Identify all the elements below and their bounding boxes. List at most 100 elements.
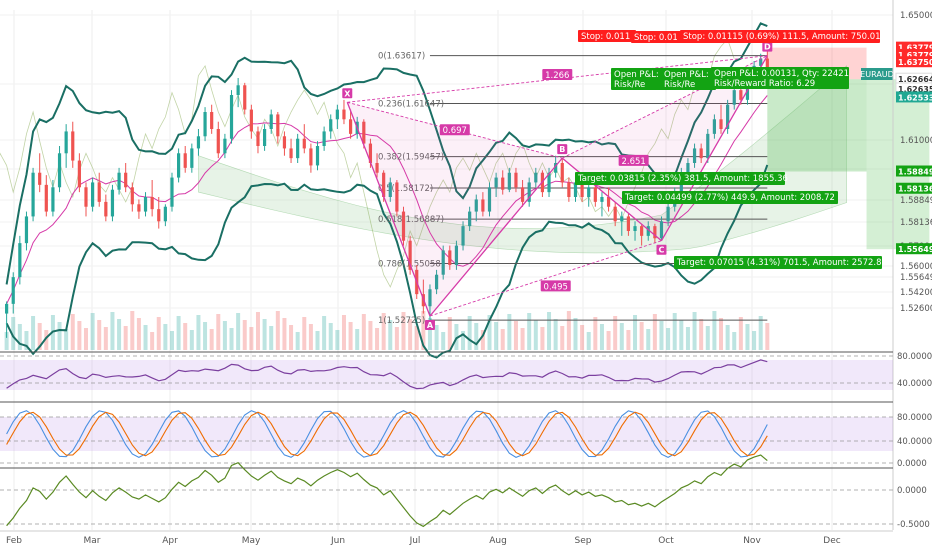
volume-bar: [249, 327, 254, 350]
volume-bar: [560, 326, 565, 350]
stoch-k-line: [6, 409, 768, 459]
candle-body: [5, 303, 9, 314]
price-label-box: [896, 56, 932, 68]
candle-body: [276, 114, 280, 137]
pattern-ratio-box: [540, 280, 571, 292]
volume-bar: [646, 329, 651, 350]
candle-body: [348, 119, 353, 134]
candle-body: [468, 211, 472, 227]
volume-bar: [315, 331, 320, 350]
candle-body: [388, 182, 392, 197]
target-label-3[interactable]: Target: 0.07015 (4.31%) 701.5, Amount: 2…: [674, 256, 887, 269]
candle-body: [223, 138, 227, 154]
candle-body: [368, 143, 373, 163]
volume-bar: [758, 316, 763, 350]
volume-bar: [606, 331, 611, 350]
candle-body: [110, 189, 115, 217]
candle-body: [38, 172, 42, 185]
month-tick-label: Dec: [823, 536, 840, 546]
volume-bar: [573, 318, 578, 350]
fib-level-label: 0.5(1.58172): [378, 184, 433, 194]
symbol-tag: [861, 68, 893, 80]
candle-body: [315, 146, 320, 166]
volume-bar: [236, 313, 241, 350]
volume-bar: [57, 322, 62, 350]
candle-body: [554, 163, 558, 173]
price-label-text: 1.58849: [898, 168, 932, 177]
volume-bar: [461, 331, 466, 350]
pattern-point-label: C: [659, 246, 665, 255]
month-tick-label: Aug: [489, 536, 507, 546]
candle-body: [600, 197, 604, 202]
volume-bar: [289, 325, 294, 350]
volume-bar: [599, 324, 604, 350]
price-tick-label: 1.56000: [900, 262, 932, 272]
candle-body: [302, 138, 306, 149]
open-pl-label-2[interactable]: Open P&L:Risk/Re: [661, 68, 716, 90]
stop-label-1[interactable]: Stop: 0.011: [578, 30, 636, 42]
volume-bar: [209, 329, 214, 350]
volume-bar: [580, 325, 585, 350]
open-pl-label-1[interactable]: Open P&L:Risk/Re: [611, 68, 666, 90]
volume-bar: [110, 312, 115, 350]
price-label-box: [896, 41, 932, 53]
volume-bar: [447, 317, 452, 350]
rsi-pane-tick-label: 80.0000: [897, 352, 932, 362]
target-label-1[interactable]: Target: 0.03815 (2.35%) 381.5, Amount: 1…: [575, 172, 788, 185]
volume-bar: [17, 324, 22, 350]
price-label-text: 1.63779: [898, 44, 932, 53]
volume-bar: [513, 321, 518, 350]
volume-bar: [117, 319, 122, 350]
candle-body: [329, 119, 333, 132]
fib-level-label: 0(1.63617): [378, 52, 425, 62]
target-zone-1: [767, 79, 867, 172]
volume-bar: [401, 312, 406, 350]
volume-bar: [97, 320, 102, 350]
month-tick-label: Oct: [658, 536, 674, 546]
volume-bar: [738, 317, 743, 350]
volume-bar: [454, 324, 459, 350]
volume-bar: [361, 314, 366, 350]
open-pl-label-3-text: Risk/Reward Ratio: 6.29: [714, 79, 815, 89]
volume-bar: [203, 322, 208, 350]
volume-bar: [136, 318, 141, 350]
volume-bar: [414, 326, 419, 350]
target-label-1-text: Target: 0.03815 (2.35%) 381.5, Amount: 1…: [577, 174, 788, 184]
open-pl-label-1-text: Open P&L:: [614, 70, 659, 80]
volume-bar: [553, 319, 558, 350]
candle-body: [342, 109, 346, 120]
stop-label-3[interactable]: Stop: 0.01115 (0.69%) 111.5, Amount: 750…: [680, 30, 881, 43]
price-tick-label: 1.65000: [900, 11, 932, 21]
candle-body: [567, 182, 571, 197]
volume-bar: [666, 328, 671, 350]
candle-body: [124, 172, 128, 188]
target-label-2[interactable]: Target: 0.04499 (2.77%) 449.9, Amount: 2…: [622, 191, 838, 204]
candle-body: [196, 136, 201, 149]
stoch-d-line: [6, 411, 768, 457]
open-pl-label-3[interactable]: Open P&L: 0.00131, Qty: 22421Risk/Reward…: [711, 67, 849, 89]
target-label-2-text: Target: 0.04499 (2.77%) 449.9, Amount: 2…: [624, 193, 835, 203]
target-label-3-bg: [674, 256, 882, 269]
candle-body: [408, 240, 412, 270]
volume-bar: [143, 325, 148, 350]
volume-bar: [308, 324, 313, 350]
open-pl-label-1-text: Risk/Re: [614, 80, 645, 90]
target-zone-2: [866, 79, 930, 250]
candle-body: [362, 121, 366, 144]
price-tick-label: 1.55649: [900, 273, 932, 283]
stoch-pane-band: [0, 417, 893, 451]
pattern-leg: [561, 157, 662, 242]
volume-bar: [37, 323, 42, 350]
candle-body: [335, 109, 339, 120]
stop-label-3-text: Stop: 0.01115 (0.69%) 111.5, Amount: 750…: [683, 32, 881, 42]
stop-label-2[interactable]: Stop: 0.01: [631, 31, 691, 43]
pattern-ratio-box: [542, 68, 573, 80]
volume-bar: [169, 331, 174, 350]
candle-body: [177, 153, 181, 178]
volume-bar: [24, 331, 29, 350]
candle-body: [474, 199, 478, 212]
stop-label-1-text: Stop: 0.011: [581, 32, 630, 42]
pattern-leg: [429, 157, 563, 317]
